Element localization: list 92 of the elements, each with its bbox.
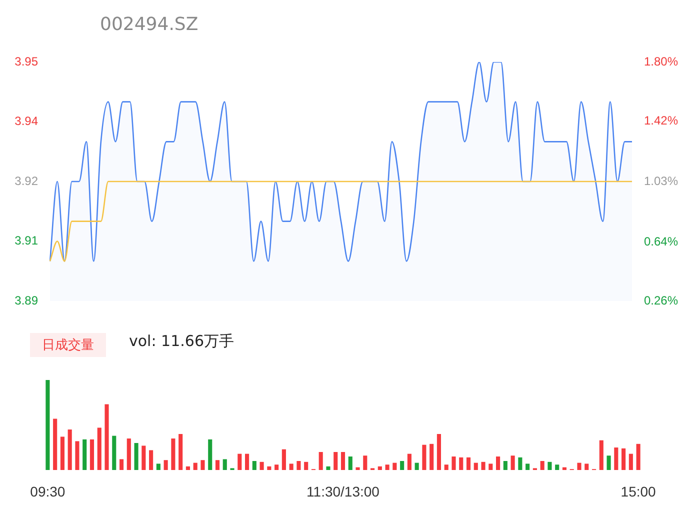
bar (400, 461, 404, 470)
bar (518, 457, 522, 470)
y2-tick-label: 1.42% (644, 113, 678, 128)
bar (82, 439, 87, 470)
bar (68, 430, 72, 470)
bar (142, 446, 146, 470)
bar (222, 459, 227, 470)
bar (289, 464, 294, 470)
bar (53, 418, 58, 470)
bar (444, 464, 448, 470)
y2-tick-label: 0.26% (644, 293, 678, 308)
bar (363, 456, 368, 470)
line-series (49, 180, 633, 262)
bar (75, 441, 80, 470)
bar (385, 464, 390, 470)
bar (348, 456, 352, 470)
bar (178, 434, 183, 470)
bar (126, 438, 131, 470)
bar (526, 464, 530, 470)
bar (407, 454, 412, 470)
bar (296, 461, 301, 470)
x-tick-label: 11:30/13:00 (306, 483, 380, 500)
bar (267, 466, 272, 470)
bar (282, 449, 286, 470)
x-tick-label: 15:00 (620, 483, 656, 500)
bar (414, 462, 419, 470)
bar (186, 466, 190, 470)
bar (318, 452, 323, 470)
bar (252, 461, 256, 470)
bar (459, 457, 464, 470)
bar (134, 443, 138, 470)
y-tick-label: 3.89 (14, 293, 38, 308)
bar (466, 457, 471, 470)
bar (104, 404, 109, 470)
bar (200, 460, 205, 470)
bar (481, 462, 486, 470)
bar (606, 456, 611, 470)
y-tick-label: 3.91 (14, 234, 38, 248)
bar (392, 462, 397, 470)
bar (636, 444, 640, 470)
bar (164, 460, 168, 470)
bar (274, 464, 279, 470)
bar (244, 454, 250, 470)
bar (540, 461, 544, 470)
bar (496, 456, 500, 470)
bar (97, 428, 102, 470)
bar (503, 461, 508, 470)
x-tick-label: 09:30 (30, 483, 66, 500)
bar (562, 467, 567, 470)
bar (356, 467, 360, 470)
bar (436, 434, 442, 470)
bar (599, 440, 604, 470)
bar (577, 462, 582, 470)
bar (452, 456, 456, 470)
y-tick-label: 3.92 (14, 174, 38, 188)
bar (326, 466, 330, 470)
bar (156, 464, 160, 470)
chart-title: 002494.SZ (100, 14, 198, 35)
bar (171, 438, 176, 470)
bar (334, 452, 338, 470)
y2-tick-label: 0.64% (644, 234, 678, 248)
bar (474, 462, 478, 470)
bar (614, 448, 618, 470)
bar (555, 464, 560, 470)
bar (193, 462, 198, 470)
y-tick-label: 3.94 (14, 114, 38, 128)
bar (119, 459, 124, 470)
bar (584, 464, 589, 470)
bar (46, 380, 50, 470)
bar (238, 454, 242, 470)
bar (510, 456, 515, 470)
bar (340, 452, 346, 470)
bar (304, 462, 308, 470)
bar (260, 462, 264, 470)
y2-tick-label: 1.80% (644, 54, 678, 68)
bar (149, 450, 154, 470)
bar (378, 466, 382, 470)
chart-title: 日成交量 (30, 333, 106, 357)
bar (215, 460, 220, 470)
bar (628, 454, 633, 470)
text: vol: 11.66万手 (129, 332, 234, 351)
bar (208, 439, 212, 470)
y2-tick-label: 1.03% (644, 174, 678, 188)
y-tick-label: 3.95 (14, 54, 38, 68)
bar (548, 462, 552, 470)
bar (60, 436, 64, 470)
bar (112, 436, 116, 470)
bar (622, 448, 626, 470)
bar (488, 464, 493, 470)
bar (422, 444, 426, 470)
bar (90, 439, 94, 470)
bar (430, 444, 434, 470)
